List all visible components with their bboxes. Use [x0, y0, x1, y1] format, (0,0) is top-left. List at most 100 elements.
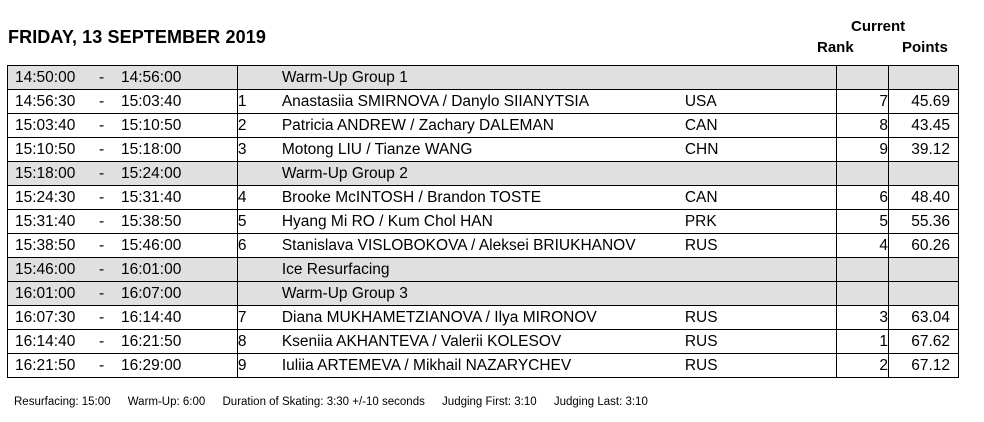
table-row: 15:24:30 -15:31:40 4 Brooke McINTOSH / Bran…	[7, 185, 959, 210]
skater-names: Warm-Up Group 3	[281, 284, 408, 302]
start-time: 15:10:50	[15, 140, 76, 158]
table-row: 15:03:40 -15:10:50 2 Patricia ANDREW / Zach…	[7, 113, 959, 138]
current-rank: 2	[836, 353, 890, 378]
current-rank	[836, 281, 890, 306]
page-title: FRIDAY, 13 SEPTEMBER 2019	[8, 27, 266, 47]
table-row: 16:07:30 -16:14:40 7 Diana MUKHAMETZIANOVA …	[7, 305, 959, 330]
start-time: 15:03:40	[15, 116, 76, 134]
current-header: Current	[851, 18, 906, 35]
time-dash: -	[99, 356, 105, 374]
current-points: 39.12	[888, 137, 959, 162]
skater-names: Motong LIU / Tianze WANG	[281, 140, 473, 158]
footer-warmup: Warm-Up: 6:00	[127, 396, 206, 408]
time-dash: -	[99, 332, 105, 350]
table-row-break: 15:46:00 -16:01:00 Ice Resurfacing	[7, 257, 959, 282]
skater-names: Warm-Up Group 2	[281, 164, 408, 182]
table-row: 16:14:40 -16:21:50 8 Kseniia AKHANTEVA / Va…	[7, 329, 959, 354]
skater-names: Kseniia AKHANTEVA / Valerii KOLESOV	[281, 332, 562, 350]
start-number: 1	[237, 92, 247, 110]
start-time: 15:46:00	[15, 260, 76, 278]
start-number: 6	[237, 236, 247, 254]
points-header: Points	[902, 39, 948, 56]
start-number: 7	[237, 308, 247, 326]
schedule-table: 14:50:00 - 14:56:00 Warm-Up Group 1 14:56:30…	[7, 65, 959, 378]
current-points	[888, 281, 959, 306]
end-time: 16:07:00	[121, 284, 182, 302]
current-points: 60.26	[888, 233, 959, 258]
current-rank: 5	[836, 209, 890, 234]
start-number: 5	[237, 212, 247, 230]
current-points: 67.12	[888, 353, 959, 378]
current-rank: 1	[836, 329, 890, 354]
current-rank	[836, 65, 890, 90]
start-time: 15:24:30	[15, 188, 76, 206]
end-time: 15:03:40	[121, 92, 182, 110]
current-rank: 9	[836, 137, 890, 162]
current-points: 45.69	[888, 89, 959, 114]
nation: RUS	[684, 333, 718, 350]
table-row-break: 15:18:00 -15:24:00 Warm-Up Group 2	[7, 161, 959, 186]
start-time: 15:18:00	[15, 164, 76, 182]
start-number: 3	[237, 140, 247, 158]
nation: CHN	[684, 141, 719, 158]
current-points	[888, 257, 959, 282]
current-rank	[836, 161, 890, 186]
time-dash: -	[99, 140, 105, 158]
current-points	[888, 65, 959, 90]
table-row: 15:31:40 -15:38:50 5 Hyang Mi RO / Kum Chol…	[7, 209, 959, 234]
skater-names: Hyang Mi RO / Kum Chol HAN	[281, 212, 493, 230]
skater-names: Warm-Up Group 1	[281, 68, 408, 86]
time-dash: -	[99, 284, 105, 302]
footer-resurfacing: Resurfacing: 15:00	[14, 396, 111, 408]
footer-judging-first: Judging First: 3:10	[442, 396, 537, 408]
skater-names: Diana MUKHAMETZIANOVA / Ilya MIRONOV	[281, 308, 597, 326]
start-time: 14:56:30	[15, 92, 76, 110]
time-dash: -	[99, 188, 105, 206]
nation: RUS	[684, 357, 718, 374]
current-rank	[836, 257, 890, 282]
current-points	[888, 161, 959, 186]
rank-header: Rank	[817, 39, 854, 56]
nation: RUS	[684, 309, 718, 326]
time-dash: -	[99, 260, 105, 278]
start-time: 15:38:50	[15, 236, 76, 254]
skater-names: Anastasiia SMIRNOVA / Danylo SIIANYTSIA	[281, 92, 590, 110]
current-points: 63.04	[888, 305, 959, 330]
end-time: 16:29:00	[121, 356, 182, 374]
nation: CAN	[684, 189, 718, 206]
end-time: 14:56:00	[121, 68, 182, 86]
start-number: 9	[237, 356, 247, 374]
table-row: 16:21:50 -16:29:00 9 Iuliia ARTEMEVA / Mikh…	[7, 353, 959, 378]
footer-judging-last: Judging Last: 3:10	[553, 396, 648, 408]
footer-duration: Duration of Skating: 3:30 +/-10 seconds	[222, 396, 425, 408]
current-points: 43.45	[888, 113, 959, 138]
table-row-break: 14:50:00 -14:56:00 Warm-Up Group 1	[7, 65, 959, 90]
current-points: 55.36	[888, 209, 959, 234]
start-time: 15:31:40	[15, 212, 76, 230]
current-rank: 7	[836, 89, 890, 114]
end-time: 15:46:00	[121, 236, 182, 254]
skater-names: Brooke McINTOSH / Brandon TOSTE	[281, 188, 542, 206]
skater-names: Ice Resurfacing	[281, 260, 390, 278]
nation: PRK	[684, 213, 717, 230]
end-time: 16:21:50	[121, 332, 182, 350]
time-dash: -	[99, 116, 105, 134]
current-rank: 3	[836, 305, 890, 330]
end-time: 15:38:50	[121, 212, 182, 230]
start-number: 2	[237, 116, 247, 134]
start-time: 16:14:40	[15, 332, 76, 350]
start-time: 16:21:50	[15, 356, 76, 374]
current-points: 67.62	[888, 329, 959, 354]
skater-names: Iuliia ARTEMEVA / Mikhail NAZARYCHEV	[281, 356, 572, 374]
current-rank: 8	[836, 113, 890, 138]
nation: RUS	[684, 237, 718, 254]
nation: USA	[684, 93, 717, 110]
time-dash: -	[99, 308, 105, 326]
start-time: 16:01:00	[15, 284, 76, 302]
end-time: 15:10:50	[121, 116, 182, 134]
start-time: 16:07:30	[15, 308, 76, 326]
end-time: 15:31:40	[121, 188, 182, 206]
end-time: 16:01:00	[121, 260, 182, 278]
time-dash: -	[99, 236, 105, 254]
start-time: 14:50:00	[15, 68, 76, 86]
